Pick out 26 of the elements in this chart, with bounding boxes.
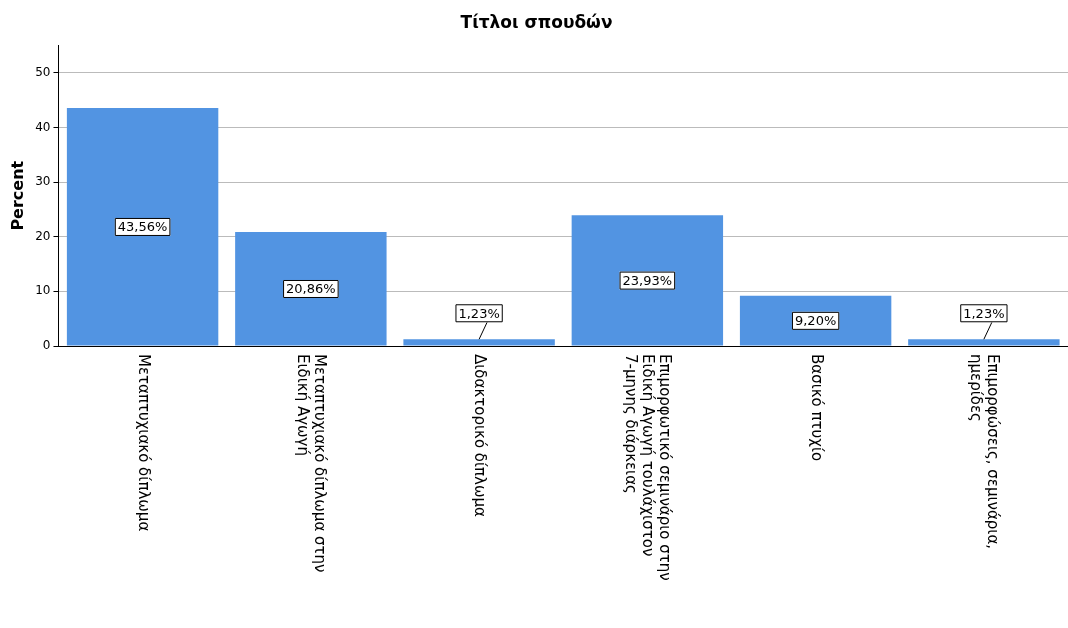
data-label: 20,86% [286, 281, 336, 297]
data-label: 1,23% [963, 305, 1005, 321]
x-tick-label: Επιμορφώσεις, σεμινάρια, ημερίδες [967, 354, 1003, 550]
x-tick-label: Επιμορφωτικό σεμινάριο στην Ειδική Αγωγή τουλάχιστον 7-μηνης διάρκειας [622, 354, 675, 581]
bar [403, 339, 555, 346]
y-axis-title: Percent [7, 160, 27, 231]
bar [66, 107, 219, 346]
x-tick-label: Μεταπτυχιακό δίπλωμα [134, 354, 153, 532]
bar [739, 295, 892, 346]
data-label: 1,23% [458, 305, 500, 321]
x-tick-label: Διδακτορικό δίπλωμα [471, 354, 490, 518]
bar [235, 231, 387, 346]
bar [571, 215, 724, 346]
y-tick-label: 10 [35, 283, 51, 298]
data-label: 9,20% [794, 313, 837, 329]
x-tick-label: Μεταπτυχιακό δίπλωμα στην Ειδική Αγωγή [294, 354, 330, 573]
y-tick-label: 0 [42, 338, 51, 353]
x-tick-label: Βασικό πτυχίο [807, 354, 826, 462]
y-tick-label: 40 [35, 119, 51, 134]
y-tick-label: 30 [35, 174, 51, 189]
data-label: 43,56% [117, 219, 168, 235]
y-tick-label: 50 [35, 64, 51, 79]
bar [908, 339, 1060, 346]
data-label: 23,93% [622, 272, 673, 288]
chart-title: Τίτλοι σπουδών [460, 11, 613, 32]
y-tick-label: 20 [35, 228, 51, 243]
